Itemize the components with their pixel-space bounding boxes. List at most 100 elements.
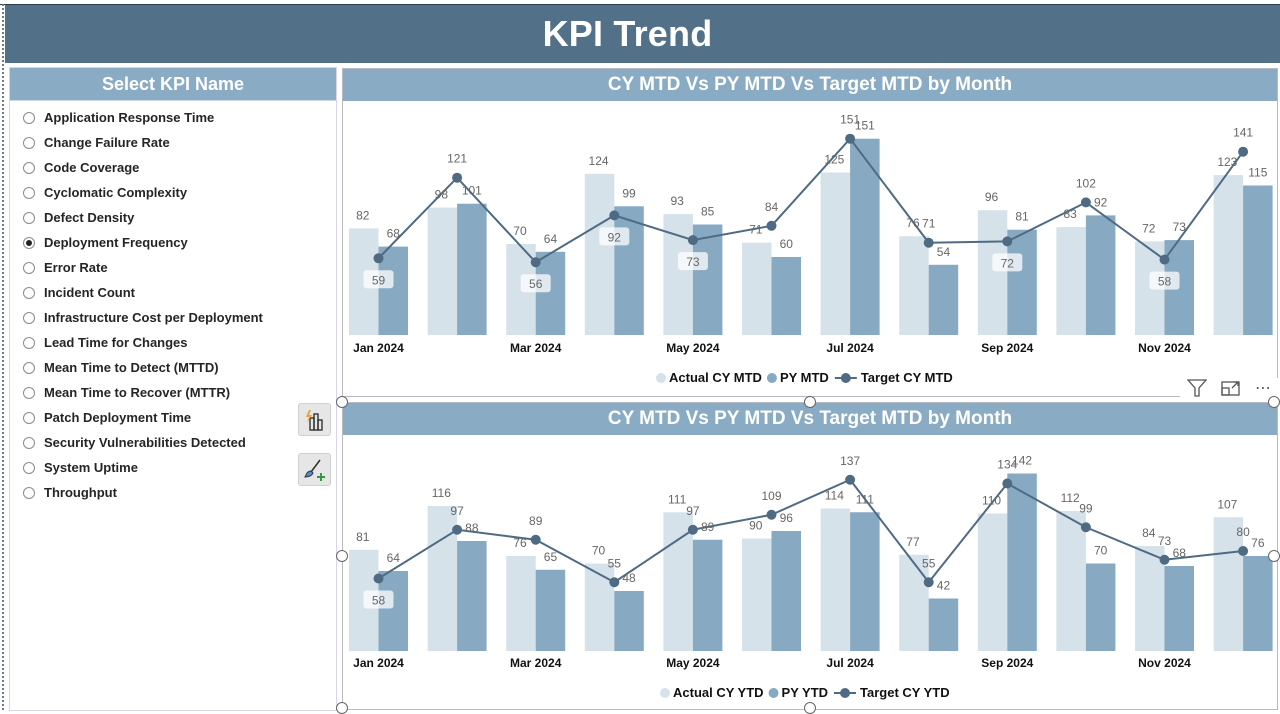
- resize-handle[interactable]: [804, 396, 816, 408]
- legend-actual-icon: [660, 688, 670, 698]
- bar-py: [928, 264, 959, 335]
- slicer-item[interactable]: Security Vulnerabilities Detected: [10, 430, 336, 455]
- slicer-item[interactable]: Patch Deployment Time: [10, 405, 336, 430]
- slicer-item-label: Code Coverage: [44, 160, 140, 175]
- slicer-item[interactable]: Infrastructure Cost per Deployment: [10, 305, 336, 330]
- chart-ytd-visual[interactable]: CY MTD Vs PY MTD Vs Target MTD by Month …: [342, 402, 1278, 710]
- label-actual: 83: [1063, 207, 1077, 221]
- radio-icon[interactable]: [23, 386, 35, 399]
- slicer-item[interactable]: Mean Time to Detect (MTTD): [10, 355, 336, 380]
- radio-icon[interactable]: [23, 136, 35, 149]
- target-line: [377, 137, 1244, 264]
- label-target: 92: [608, 230, 622, 244]
- resize-handle[interactable]: [1268, 550, 1280, 562]
- label-target: 73: [686, 255, 700, 269]
- x-axis-tick-label: May 2024: [666, 341, 720, 355]
- target-point: [1238, 146, 1249, 157]
- slicer-item[interactable]: Change Failure Rate: [10, 130, 336, 155]
- label-py: 64: [544, 232, 558, 246]
- slicer-item[interactable]: Error Rate: [10, 255, 336, 280]
- legend-actual-icon: [656, 373, 666, 383]
- bar-actual: [742, 538, 772, 651]
- label-target: 73: [1158, 534, 1172, 548]
- radio-icon[interactable]: [23, 461, 35, 474]
- slicer-item[interactable]: Mean Time to Recover (MTTR): [10, 380, 336, 405]
- bar-actual: [899, 554, 929, 651]
- slicer-item[interactable]: Throughput: [10, 480, 336, 505]
- filter-button[interactable]: [1187, 379, 1207, 397]
- page-border: [2, 4, 4, 710]
- slicer-item[interactable]: Code Coverage: [10, 155, 336, 180]
- resize-handle[interactable]: [336, 550, 348, 562]
- slicer-item-label: Throughput: [44, 485, 117, 500]
- label-py: 54: [937, 245, 951, 259]
- radio-icon[interactable]: [23, 336, 35, 349]
- format-visual-button[interactable]: [298, 453, 331, 486]
- label-target: 84: [765, 200, 779, 214]
- focus-mode-button[interactable]: [1221, 379, 1241, 397]
- bar-py: [1085, 215, 1116, 335]
- label-target-bg: [520, 274, 551, 293]
- label-target: 134: [997, 458, 1017, 472]
- radio-icon[interactable]: [23, 111, 35, 124]
- slicer-item-label: Mean Time to Detect (MTTD): [44, 360, 219, 375]
- slicer-item[interactable]: System Uptime: [10, 455, 336, 480]
- radio-icon[interactable]: [23, 411, 35, 424]
- radio-icon[interactable]: [23, 436, 35, 449]
- label-actual: 71: [749, 223, 763, 237]
- slicer-item[interactable]: Cyclomatic Complexity: [10, 180, 336, 205]
- radio-icon[interactable]: [23, 211, 35, 224]
- radio-icon[interactable]: [23, 486, 35, 499]
- slicer-item-label: Infrastructure Cost per Deployment: [44, 310, 263, 325]
- label-py: 115: [1248, 166, 1267, 180]
- chart-mtd-visual[interactable]: CY MTD Vs PY MTD Vs Target MTD by Month …: [342, 68, 1278, 397]
- slicer-item[interactable]: Application Response Time: [10, 105, 336, 130]
- radio-icon[interactable]: [23, 286, 35, 299]
- label-py: 92: [1094, 195, 1108, 209]
- label-py: 48: [622, 571, 636, 585]
- target-point: [373, 573, 384, 584]
- slicer-item[interactable]: Lead Time for Changes: [10, 330, 336, 355]
- bar-py: [378, 571, 408, 651]
- radio-icon[interactable]: [23, 161, 35, 174]
- slicer-item[interactable]: Incident Count: [10, 280, 336, 305]
- more-options-button[interactable]: ⋯: [1255, 378, 1271, 398]
- resize-handle[interactable]: [804, 702, 816, 714]
- slicer-item-label: Patch Deployment Time: [44, 410, 192, 425]
- label-actual: 116: [432, 486, 451, 500]
- bar-actual: [977, 513, 1008, 651]
- radio-icon[interactable]: [23, 311, 35, 324]
- bar-py: [614, 591, 644, 651]
- bar-actual: [427, 207, 458, 335]
- bar-actual: [899, 236, 929, 335]
- bar-py: [1243, 556, 1273, 651]
- label-target: 55: [608, 556, 622, 570]
- radio-icon[interactable]: [23, 261, 35, 274]
- label-actual: 124: [589, 154, 609, 168]
- legend-actual-label: Actual CY YTD: [673, 685, 764, 700]
- quick-insights-button[interactable]: [298, 403, 331, 436]
- slicer-item[interactable]: Deployment Frequency: [10, 230, 336, 255]
- resize-handle[interactable]: [336, 702, 348, 714]
- radio-icon[interactable]: [23, 361, 35, 374]
- format-brush-add-icon: [303, 459, 325, 481]
- label-target-bg: [677, 252, 708, 271]
- bar-actual: [977, 210, 1008, 335]
- target-point: [923, 577, 934, 588]
- label-target-bg: [992, 253, 1023, 272]
- legend-py-label: PY YTD: [782, 685, 828, 700]
- chart-mtd-plot: 82 68 59 98 101 121 70 64 56 124 99 92 93 85 73 71 60 84 1…: [349, 113, 1273, 385]
- label-py: 65: [544, 550, 558, 564]
- label-target: 151: [840, 113, 860, 127]
- chart-legend: Actual CY MTD PY MTD Target CY MTD: [656, 370, 953, 385]
- label-target: 109: [761, 489, 781, 503]
- resize-handle[interactable]: [1268, 396, 1280, 408]
- radio-icon[interactable]: [23, 186, 35, 199]
- target-point: [923, 237, 934, 248]
- target-point: [766, 509, 777, 520]
- label-target-bg: [1149, 271, 1180, 290]
- target-point: [687, 235, 698, 246]
- radio-selected-icon[interactable]: [23, 236, 35, 249]
- slicer-item[interactable]: Defect Density: [10, 205, 336, 230]
- resize-handle[interactable]: [336, 396, 348, 408]
